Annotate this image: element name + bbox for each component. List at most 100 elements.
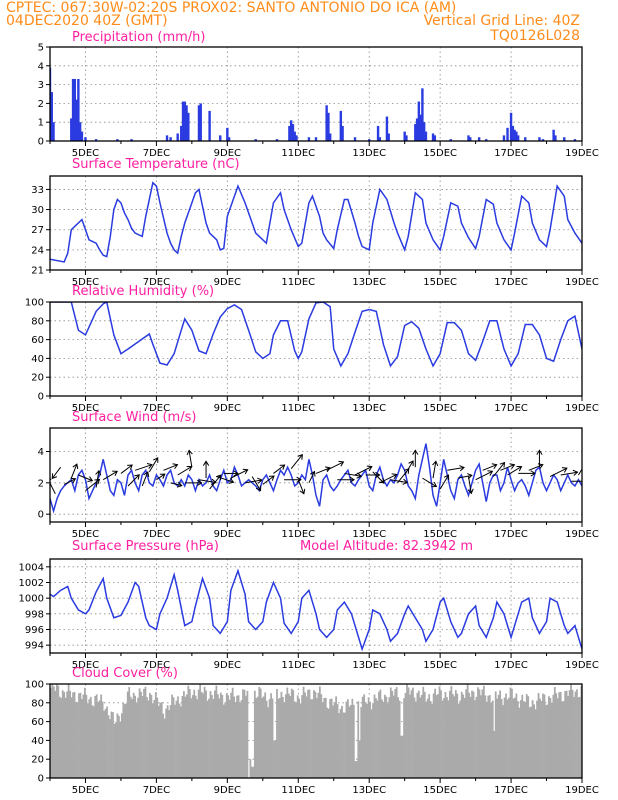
precipitation-bar [199,103,202,141]
cloud-bar [304,692,306,778]
wind-vector-head [279,464,286,470]
cloud-bar [550,702,553,778]
cloud-bar [202,693,204,778]
x-tick-label: 9DEC [214,403,241,414]
x-tick-label: 9DEC [214,277,241,288]
cloud-bar [224,702,227,778]
wind-vector-shaft [262,475,275,485]
wind-vector-shaft [170,482,182,487]
cloud-bar [58,696,61,778]
wind-vector-head [215,474,222,481]
x-tick-label: 15DEC [423,403,457,414]
wind-vector-head [431,481,438,488]
wind-vector [177,465,193,476]
cloud-bar [398,700,401,778]
cloud-bar [539,698,541,778]
wind-vector-shaft [315,467,331,474]
cloud-bar [561,701,564,778]
x-tick-label: 9DEC [214,660,241,671]
plot-area [50,181,582,263]
precipitation-bar [71,78,75,141]
cloud-bar [190,698,193,778]
cloud-bar [515,693,518,778]
wind-vector [63,477,77,485]
wind-vector [492,461,506,477]
y-tick-label: 3 [38,80,44,91]
wind-vector [262,475,275,485]
cloud-bar [264,692,267,778]
wind-vector-shaft [50,482,56,495]
wind-vector-head [202,460,210,466]
cloud-bar [556,698,559,778]
cloud-bar [144,686,147,778]
cloud-bar [372,703,374,778]
cloud-bar [246,690,249,778]
precipitation-bar [75,99,78,141]
cloud-bar [528,707,531,778]
cloud-bar [555,693,558,778]
x-tick-label: 13DEC [352,785,386,796]
x-tick-label: 7DEC [143,277,170,288]
cloud-bar [525,693,528,778]
cloud-bar [60,698,63,778]
cloud-bar [376,700,379,778]
wind-vector [50,478,56,495]
cloud-bar [415,701,417,778]
wind-vector-head [572,469,579,476]
x-tick-label: 17DEC [494,403,528,414]
cloud-bar [549,697,552,778]
precipitation-bar [506,127,509,141]
cloud-bar [115,722,117,778]
wind-vector-head [408,460,414,467]
cloud-bar [450,686,453,778]
x-tick-label: 13DEC [352,148,386,159]
cloud-bar [496,698,499,778]
precipitation-bar [77,78,80,141]
wind-vector-shaft [198,479,216,483]
precipitation-bar [328,133,332,141]
wind-vector [404,460,414,476]
wind-vector [273,464,286,474]
cloud-bar [261,697,264,778]
panel-2: 21 24 27 30 33 5DEC 7DEC 9DEC 11DEC 13DEC 15DEC 17D… [31,157,599,288]
cloud-bar [379,689,382,778]
cloud-bar [106,706,108,778]
precipitation-bar [422,122,426,141]
wind-vector [482,463,498,471]
wind-vector-head [296,476,302,483]
cloud-bar [168,710,170,778]
cloud-bar [336,704,339,778]
cloud-bar [299,703,302,778]
wind-vector-head [94,478,101,485]
precipitation-bar [417,101,421,141]
cloud-bar [215,685,218,778]
precipitation-bar [573,139,577,141]
cloud-bar [438,686,441,778]
precipitation-bar [353,137,357,141]
wind-vector [467,476,474,495]
precipitation-bar [419,114,422,141]
cloud-bar [403,698,405,778]
header-grid-line: Vertical Grid Line: 40Z [424,13,580,29]
cloud-bar [394,689,397,778]
x-tick-label: 19DEC [565,785,599,796]
cloud-bar [177,696,179,778]
wind-vector-shaft [379,473,397,484]
wind-vector-shaft [560,471,578,476]
wind-vector [560,469,579,476]
x-tick-label: 13DEC [352,529,386,540]
cloud-bar [169,705,172,778]
cloud-bar [579,696,581,778]
x-tick-label: 7DEC [143,148,170,159]
cloud-bar [219,692,222,778]
cloud-bar [205,690,207,778]
x-tick-label: 19DEC [565,660,599,671]
precipitation-bar [554,135,557,141]
wind-vector [170,481,183,488]
cloud-bar [125,703,128,778]
cloud-bar [512,698,515,778]
cloud-bar [546,704,549,778]
cloud-bar [287,693,290,778]
cloud-bar [499,690,502,778]
